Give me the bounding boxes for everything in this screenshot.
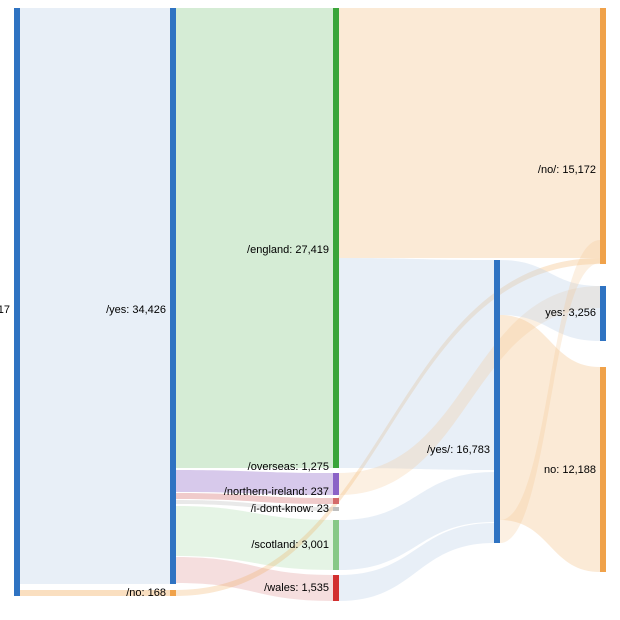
node-nireland (333, 498, 339, 504)
link (176, 258, 600, 596)
node-no_mid (170, 590, 176, 596)
node-yes_r2 (600, 286, 606, 341)
link (339, 523, 494, 601)
label-wales: /wales: 1,535 (264, 582, 329, 594)
node-scotland (333, 520, 339, 570)
node-wales (333, 575, 339, 601)
node-yes_r (494, 260, 500, 543)
label-nireland: /northern-ireland: 237 (224, 486, 329, 498)
link (176, 8, 333, 468)
label-yes_r: /yes/: 16,783 (427, 444, 490, 456)
label-yes_mid: /yes: 34,426 (106, 304, 166, 316)
label-yes_r2: yes: 3,256 (545, 307, 596, 319)
link (500, 260, 600, 341)
sankey-diagram: /y: 34,617/yes: 34,426/no: 168/england: … (0, 0, 620, 620)
label-no_r1: /no/: 15,172 (538, 164, 596, 176)
sankey-links (0, 0, 620, 620)
node-england (333, 8, 339, 468)
node-idk (333, 507, 339, 511)
label-idk: /i-dont-know: 23 (251, 503, 329, 515)
node-yes_mid (170, 8, 176, 584)
label-y: /y: 34,617 (0, 304, 10, 316)
label-england: /england: 27,419 (247, 244, 329, 256)
label-overseas: /overseas: 1,275 (248, 461, 329, 473)
label-no_mid: /no: 168 (126, 587, 166, 599)
link (339, 258, 494, 470)
link (500, 240, 600, 543)
node-overseas (333, 473, 339, 495)
label-no_r2: no: 12,188 (544, 464, 596, 476)
node-no_r1 (600, 8, 606, 264)
node-no_r2 (600, 367, 606, 572)
node-y (14, 8, 20, 596)
label-scotland: /scotland: 3,001 (251, 539, 329, 551)
link (339, 8, 600, 258)
link (500, 315, 600, 572)
link (176, 557, 333, 601)
link (176, 506, 333, 570)
link (339, 472, 494, 570)
link (20, 8, 170, 584)
